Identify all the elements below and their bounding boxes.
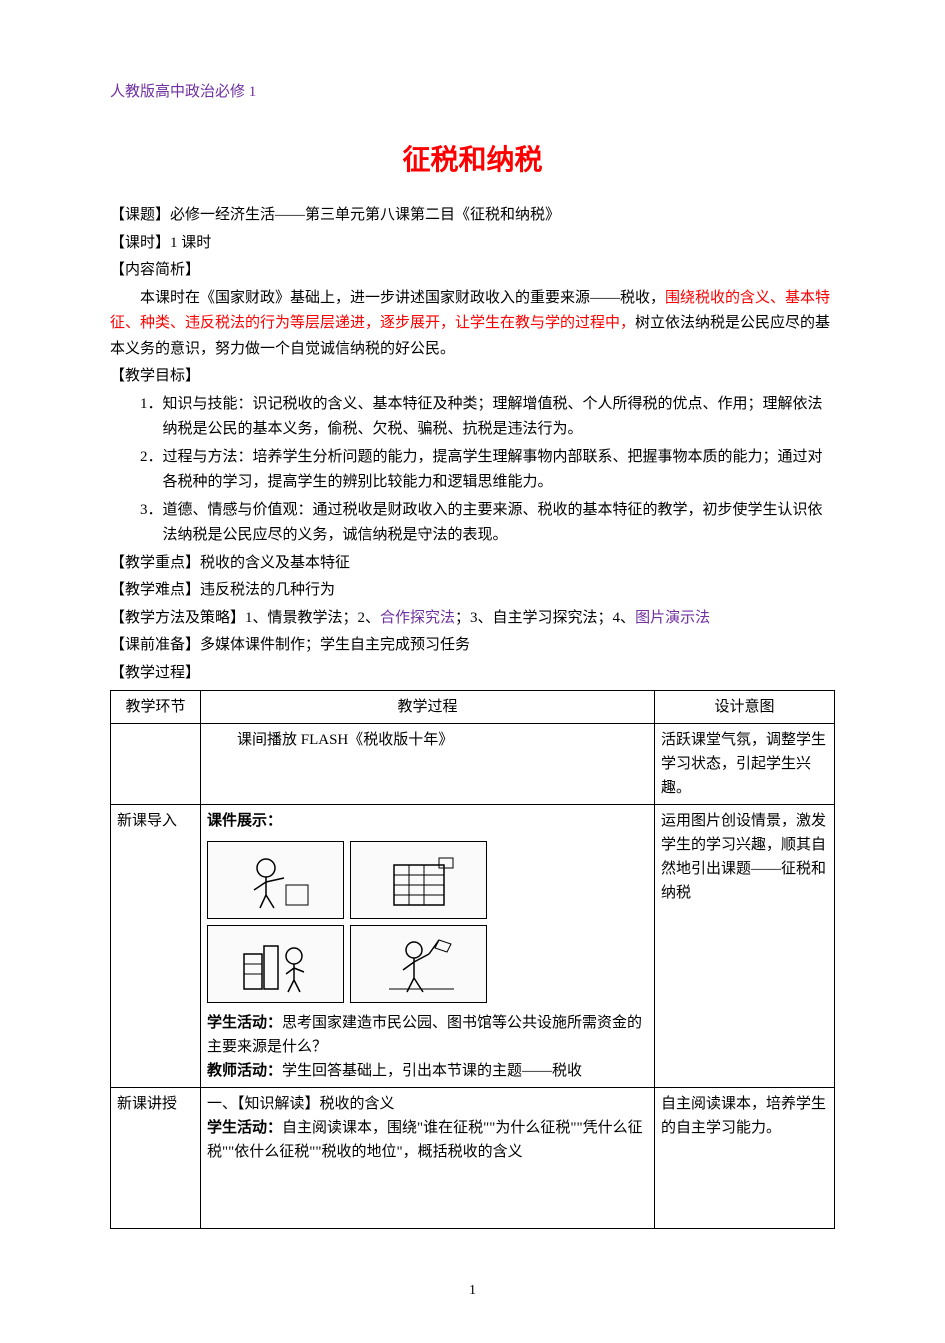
cartoon-icon bbox=[379, 934, 459, 994]
process-label: 【教学过程】 bbox=[110, 661, 835, 687]
table-row: 新课讲授 一、【知识解读】税收的含义 学生活动：自主阅读课本，围绕"谁在征税""… bbox=[111, 1088, 835, 1229]
th-stage: 教学环节 bbox=[111, 691, 201, 724]
student-activity-label-2: 学生活动： bbox=[207, 1120, 282, 1136]
cartoon-icon bbox=[236, 934, 316, 994]
knowledge-heading: 一、【知识解读】税收的含义 bbox=[207, 1092, 648, 1116]
empty-space bbox=[207, 1164, 648, 1224]
student-activity-1: 学生活动：思考国家建造市民公园、图书馆等公共设施所需资金的主要来源是什么？ bbox=[207, 1011, 648, 1059]
topic-text: 必修一经济生活——第三单元第八课第二目《征税和纳税》 bbox=[170, 207, 560, 223]
student-activity-label: 学生活动： bbox=[207, 1015, 282, 1031]
teacher-activity-text: 学生回答基础上，引出本节课的主题——税收 bbox=[282, 1063, 582, 1079]
cartoon-worker-flag bbox=[350, 925, 487, 1003]
goal3-text: 道德、情感与价值观：通过税收是财政收入的主要来源、税收的基本特征的教学，初步使学… bbox=[163, 502, 823, 544]
analysis-text-a: 本课时在《国家财政》基础上，进一步讲述国家财政收入的重要来源——税收， bbox=[140, 290, 665, 306]
table-row: 课间播放 FLASH《税收版十年》 活跃课堂气氛，调整学生学习状态，引起学生兴趣… bbox=[111, 724, 835, 805]
method-coop: 合作探究法 bbox=[380, 610, 455, 626]
topic-label: 【课题】 bbox=[110, 207, 170, 223]
prep-line: 【课前准备】多媒体课件制作；学生自主完成预习任务 bbox=[110, 633, 835, 659]
flash-text: 课间播放 FLASH《税收版十年》 bbox=[207, 728, 453, 752]
method-label: 【教学方法及策略】 bbox=[110, 610, 245, 626]
cartoon-building-store bbox=[350, 841, 487, 919]
th-process: 教学过程 bbox=[201, 691, 655, 724]
cell-stage-2: 新课讲授 bbox=[111, 1088, 201, 1229]
th-intent: 设计意图 bbox=[655, 691, 835, 724]
goal-item-2: 2．过程与方法：培养学生分析问题的能力，提高学生理解事物内部联系、把握事物本质的… bbox=[110, 445, 835, 496]
prep-label: 【课前准备】 bbox=[110, 637, 200, 653]
cartoon-icon bbox=[379, 850, 459, 910]
cell-stage-0 bbox=[111, 724, 201, 805]
cell-process-0: 课间播放 FLASH《税收版十年》 bbox=[201, 724, 655, 805]
student-activity-2: 学生活动：自主阅读课本，围绕"谁在征税""为什么征税""凭什么征税""依什么征税… bbox=[207, 1116, 648, 1164]
teaching-process-table: 教学环节 教学过程 设计意图 课间播放 FLASH《税收版十年》 活跃课堂气氛，… bbox=[110, 690, 835, 1229]
cartoon-person-pointing bbox=[207, 841, 344, 919]
difficulty-line: 【教学难点】违反税法的几种行为 bbox=[110, 578, 835, 604]
keypoint-label: 【教学重点】 bbox=[110, 555, 200, 571]
period-text: 1 课时 bbox=[170, 235, 211, 251]
cartoon-icon bbox=[236, 850, 316, 910]
method-pic: 图片演示法 bbox=[635, 610, 710, 626]
method-text-1: 1、情景教学法；2、 bbox=[245, 610, 380, 626]
goal3-num: 3． bbox=[140, 502, 163, 518]
table-header-row: 教学环节 教学过程 设计意图 bbox=[111, 691, 835, 724]
period-label: 【课时】 bbox=[110, 235, 170, 251]
method-line: 【教学方法及策略】1、情景教学法；2、合作探究法；3、自主学习探究法；4、图片演… bbox=[110, 606, 835, 632]
teacher-activity-label: 教师活动： bbox=[207, 1063, 282, 1079]
goal2-num: 2． bbox=[140, 449, 163, 465]
lesson-title: 征税和纳税 bbox=[110, 136, 835, 184]
method-text-2: ；3、自主学习探究法；4、 bbox=[455, 610, 635, 626]
cell-process-1: 课件展示： bbox=[201, 805, 655, 1088]
goal2-text: 过程与方法：培养学生分析问题的能力，提高学生理解事物内部联系、把握事物本质的能力… bbox=[163, 449, 823, 491]
goal-item-1: 1．知识与技能：识记税收的含义、基本特征及种类；理解增值税、个人所得税的优点、作… bbox=[110, 392, 835, 443]
difficulty-text: 违反税法的几种行为 bbox=[200, 582, 335, 598]
teacher-activity-1: 教师活动：学生回答基础上，引出本节课的主题——税收 bbox=[207, 1059, 648, 1083]
period-line: 【课时】1 课时 bbox=[110, 231, 835, 257]
textbook-header: 人教版高中政治必修 1 bbox=[110, 80, 835, 106]
courseware-label: 课件展示： bbox=[207, 809, 648, 833]
cell-intent-2: 自主阅读课本，培养学生的自主学习能力。 bbox=[655, 1088, 835, 1229]
table-row: 新课导入 课件展示： bbox=[111, 805, 835, 1088]
page-number: 1 bbox=[110, 1279, 835, 1303]
cartoon-city-person bbox=[207, 925, 344, 1003]
topic-line: 【课题】必修一经济生活——第三单元第八课第二目《征税和纳税》 bbox=[110, 203, 835, 229]
cell-process-2: 一、【知识解读】税收的含义 学生活动：自主阅读课本，围绕"谁在征税""为什么征税… bbox=[201, 1088, 655, 1229]
keypoint-line: 【教学重点】税收的含义及基本特征 bbox=[110, 551, 835, 577]
goal-label: 【教学目标】 bbox=[110, 364, 835, 390]
illustration-grid bbox=[207, 841, 487, 1003]
goal1-num: 1． bbox=[140, 396, 163, 412]
cell-stage-1: 新课导入 bbox=[111, 805, 201, 1088]
goal-item-3: 3．道德、情感与价值观：通过税收是财政收入的主要来源、税收的基本特征的教学，初步… bbox=[110, 498, 835, 549]
analysis-paragraph: 本课时在《国家财政》基础上，进一步讲述国家财政收入的重要来源——税收，围绕税收的… bbox=[110, 286, 835, 363]
prep-text: 多媒体课件制作；学生自主完成预习任务 bbox=[200, 637, 470, 653]
goal1-text: 知识与技能：识记税收的含义、基本特征及种类；理解增值税、个人所得税的优点、作用；… bbox=[163, 396, 823, 438]
keypoint-text: 税收的含义及基本特征 bbox=[200, 555, 350, 571]
analysis-label: 【内容简析】 bbox=[110, 258, 835, 284]
cell-intent-1: 运用图片创设情景，激发学生的学习兴趣，顺其自然地引出课题——征税和纳税 bbox=[655, 805, 835, 1088]
cell-intent-0: 活跃课堂气氛，调整学生学习状态，引起学生兴趣。 bbox=[655, 724, 835, 805]
difficulty-label: 【教学难点】 bbox=[110, 582, 200, 598]
